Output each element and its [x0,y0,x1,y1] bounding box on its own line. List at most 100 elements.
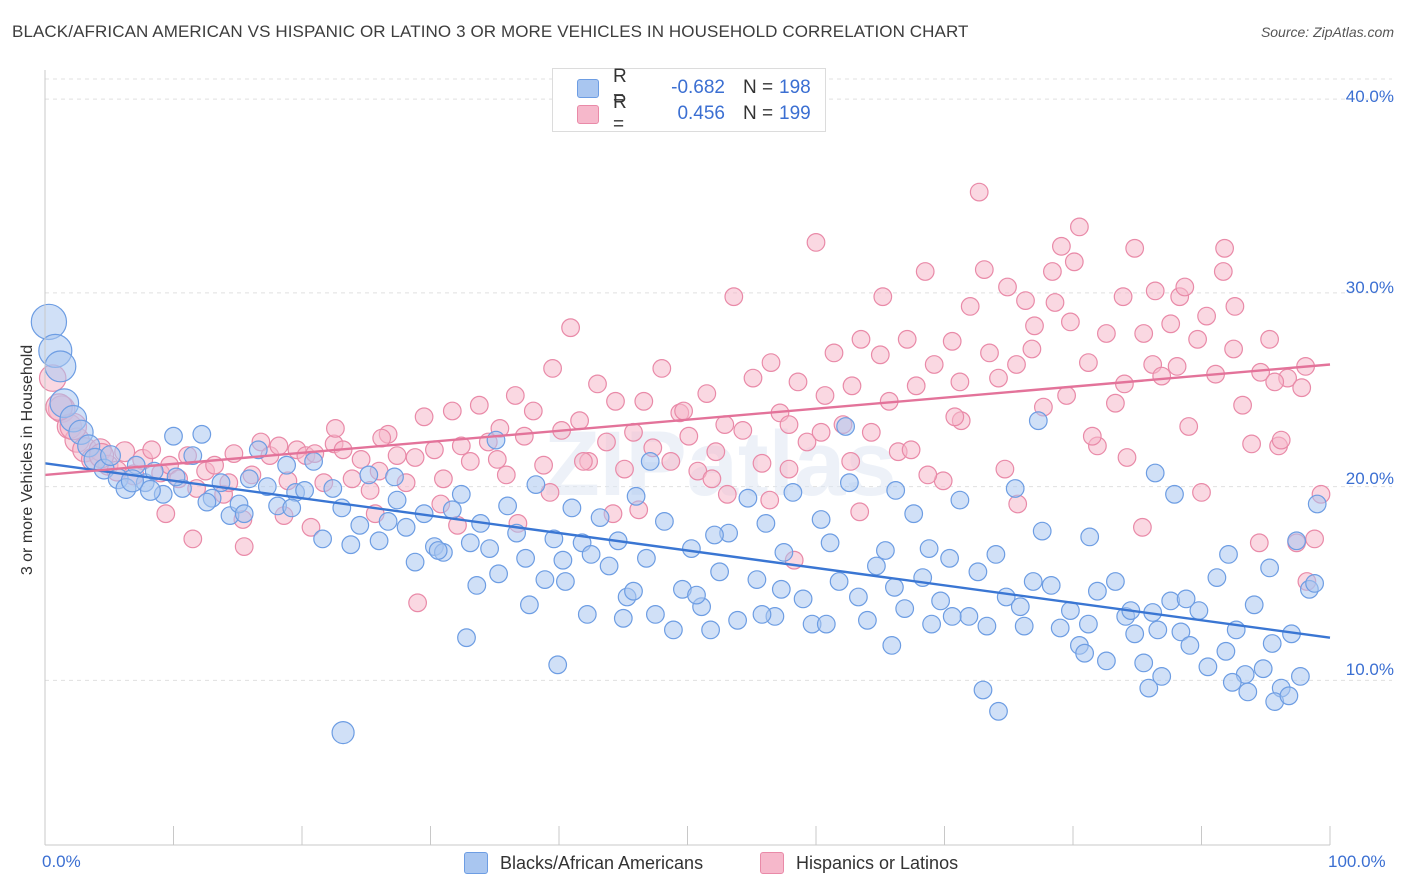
point-blacks [1180,636,1200,655]
point-hispanics [901,440,921,460]
stats-row-blacks: R = -0.682 N = 198 [577,66,811,109]
point-hispanics [806,232,826,252]
point-hispanics [1113,287,1133,307]
point-blacks [626,486,646,506]
point-hispanics [1213,262,1233,281]
stats-row-hispanics: R = 0.456 N = 199 [577,92,811,135]
x-min-label: 0.0% [42,852,81,871]
point-blacks [886,481,906,500]
point-hispanics [442,401,462,421]
point-blacks [442,500,462,520]
point-hispanics [408,593,428,613]
point-hispanics [597,432,616,452]
point-blacks [728,610,747,630]
point-blacks [553,550,573,570]
point-blacks [836,417,855,436]
point-hispanics [995,459,1015,479]
point-hispanics [1225,297,1245,316]
point-blacks [904,504,924,524]
point-hispanics [183,529,203,549]
point-hispanics [815,386,835,405]
point-blacks [1080,527,1100,547]
point-blacks [428,541,448,560]
point-hispanics [998,277,1017,297]
point-hispanics [372,428,392,448]
point-blacks [989,701,1008,721]
point-hispanics [1022,339,1042,359]
point-blacks [369,531,389,551]
point-hispanics [1145,281,1165,301]
legend-item-hispanics[interactable]: Hispanics or Latinos [760,852,958,874]
point-hispanics [1132,517,1152,537]
legend-swatch-pink [577,104,599,124]
point-blacks [1050,618,1070,638]
point-blacks [1134,653,1154,673]
y-tick-label: 30.0% [1345,278,1394,297]
point-blacks [710,562,729,582]
point-blacks [959,607,979,626]
point-blacks [139,479,161,501]
point-blacks [973,680,993,700]
point-blacks [1290,667,1310,686]
point-hispanics [1271,430,1291,450]
chart-title: BLACK/AFRICAN AMERICAN VS HISPANIC OR LA… [12,22,969,41]
point-hispanics [142,440,162,460]
point-blacks [858,610,877,630]
y-tick-label: 20.0% [1345,469,1394,488]
point-hispanics [811,422,831,442]
point-hispanics [1179,417,1199,436]
y-axis-label: 3 or more Vehicles in Household [19,344,36,576]
legend-swatch-blue [464,852,488,874]
point-hispanics [906,376,926,396]
y-tick-label: 10.0% [1345,660,1394,679]
point-blacks [752,605,772,624]
point-blacks [682,539,701,558]
point-blacks [396,517,416,537]
point-hispanics [743,368,763,388]
point-blacks [756,514,776,533]
point-hispanics [960,297,980,316]
point-blacks [599,556,619,576]
point-hispanics [624,422,643,442]
point-blacks [1219,545,1238,564]
point-hispanics [842,376,862,396]
stats-legend: R = -0.682 N = 198 R = 0.456 N = 199 [552,66,826,135]
point-blacks [882,636,902,655]
point-hispanics [301,517,321,537]
point-hispanics [1008,494,1028,514]
point-hispanics [1249,533,1269,553]
legend-swatch-blue [577,78,599,98]
point-hispanics [342,469,362,489]
point-hispanics [1242,434,1261,454]
point-blacks [895,599,915,618]
point-hispanics [1188,329,1207,349]
x-max-label: 100.0% [1328,852,1386,871]
point-hispanics [897,329,917,349]
point-hispanics [1265,372,1285,392]
point-blacks [1096,651,1116,671]
legend-item-blacks[interactable]: Blacks/African Americans [464,852,703,874]
point-hispanics [674,401,693,421]
point-blacks [192,424,212,444]
point-hispanics [950,372,970,392]
point-blacks [1010,597,1030,617]
point-blacks [640,452,660,471]
y-tick-label: 40.0% [1345,87,1394,106]
point-blacks [99,445,121,467]
point-hispanics [1045,293,1065,312]
point-hispanics [918,465,938,485]
point-hispanics [779,415,799,435]
point-blacks [747,570,767,589]
point-hispanics [574,452,593,471]
point-blacks [1041,576,1061,595]
point-blacks [1165,484,1184,504]
point-hispanics [1051,236,1071,256]
point-blacks [581,545,601,564]
grid-layer [45,78,1392,681]
point-hispanics [269,436,289,456]
point-blacks [1279,686,1299,706]
point-blacks [1216,641,1236,661]
point-hispanics [661,452,681,471]
point-blacks [1260,558,1279,578]
